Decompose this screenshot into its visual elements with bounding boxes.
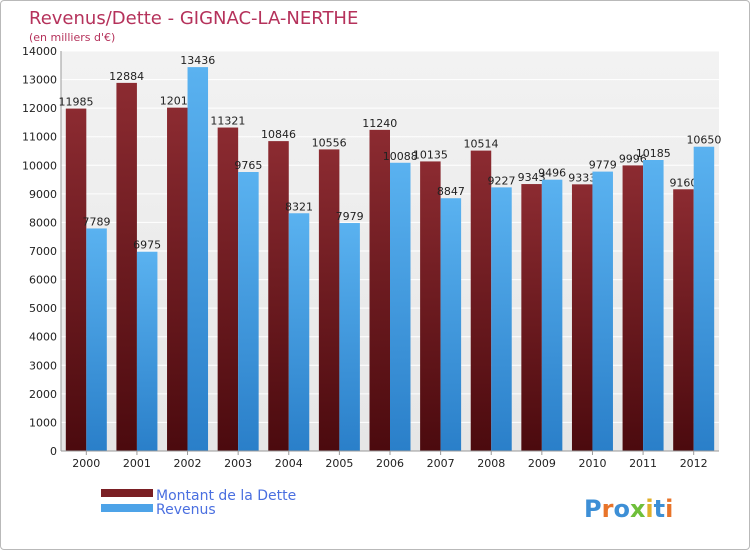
- bar-revenus-2009: [541, 179, 563, 451]
- data-label-revenus-2010: 9779: [589, 159, 617, 172]
- y-tick-label: 5000: [29, 302, 57, 315]
- y-tick-label: 13000: [22, 74, 57, 87]
- bar-debt-2009: [521, 184, 542, 452]
- x-tick-label: 2008: [477, 457, 505, 470]
- y-tick-label: 7000: [29, 245, 57, 258]
- data-label-debt-2011: 9996: [619, 152, 647, 165]
- x-tick-label: 2007: [427, 457, 455, 470]
- data-label-revenus-2001: 6975: [133, 239, 161, 252]
- data-label-debt-2007: 10135: [413, 148, 448, 161]
- bar-debt-2002: [167, 107, 188, 452]
- data-label-debt-2004: 10846: [261, 128, 296, 141]
- legend-swatch-debt: [101, 489, 153, 497]
- bar-revenus-2006: [390, 162, 411, 451]
- bar-revenus-2005: [339, 223, 360, 451]
- bar-revenus-2012: [693, 146, 715, 451]
- bar-debt-2000: [65, 108, 87, 452]
- bar-debt-2001: [116, 82, 137, 451]
- data-label-debt-2000: 11985: [59, 96, 94, 109]
- data-label-debt-2006: 11240: [362, 117, 397, 130]
- data-label-revenus-2003: 9765: [234, 159, 262, 172]
- bar-debt-2010: [571, 184, 593, 452]
- bar-debt-2012: [673, 189, 694, 452]
- chart-subtitle: (en milliers d'€): [29, 31, 115, 44]
- legend-swatch-revenus: [101, 504, 153, 512]
- data-label-debt-2009: 9343: [518, 171, 546, 184]
- bar-debt-2003: [217, 127, 239, 452]
- y-tick-label: 0: [50, 445, 57, 458]
- legend-label-debt: Montant de la Dette: [156, 488, 296, 504]
- data-label-debt-2010: 9333: [568, 171, 596, 184]
- bar-revenus-2008: [491, 187, 512, 451]
- bar-revenus-2010: [592, 171, 613, 451]
- data-label-debt-2001: 12884: [109, 70, 144, 83]
- y-tick-label: 12000: [22, 102, 57, 115]
- data-label-revenus-2004: 8321: [285, 200, 313, 213]
- x-tick-label: 2004: [275, 457, 303, 470]
- bar-revenus-2007: [440, 198, 462, 451]
- bar-debt-2004: [268, 141, 289, 451]
- x-tick-label: 2005: [325, 457, 353, 470]
- data-label-revenus-2006: 10088: [383, 150, 418, 163]
- data-label-revenus-2008: 9227: [487, 174, 515, 187]
- y-tick-label: 3000: [29, 359, 57, 372]
- x-tick-label: 2000: [72, 457, 100, 470]
- x-tick-label: 2012: [680, 457, 708, 470]
- data-label-revenus-2002: 13436: [180, 54, 215, 67]
- bar-revenus-2003: [238, 172, 259, 451]
- data-label-revenus-2011: 10185: [636, 147, 671, 160]
- x-tick-label: 2001: [123, 457, 151, 470]
- bar-debt-2007: [420, 161, 441, 451]
- data-label-revenus-2012: 10650: [686, 134, 721, 147]
- x-tick-label: 2010: [578, 457, 606, 470]
- x-tick-label: 2006: [376, 457, 404, 470]
- chart-title: Revenus/Dette - GIGNAC-LA-NERTHE: [29, 8, 358, 29]
- y-tick-label: 8000: [29, 216, 57, 229]
- data-label-debt-2008: 10514: [463, 138, 498, 151]
- x-axis: 2000 2001 2002 2003 2004 2005 2006 2007 2008 2009…: [61, 450, 719, 470]
- y-axis: 0 1000 2000 3000 4000 5000 6000 7000 8000 9000 100…: [22, 45, 62, 458]
- bars: 11985 7789 12884 6975 12017 13436 11321 9765 108…: [59, 54, 721, 452]
- y-tick-label: 6000: [29, 274, 57, 287]
- y-tick-label: 11000: [22, 131, 57, 144]
- y-tick-label: 1000: [29, 416, 57, 429]
- bar-revenus-2000: [86, 228, 107, 451]
- x-tick-label: 2009: [528, 457, 556, 470]
- data-label-debt-2003: 11321: [210, 115, 245, 128]
- y-tick-label: 10000: [22, 159, 57, 172]
- bar-revenus-2002: [187, 67, 209, 451]
- legend-label-revenus: Revenus: [156, 502, 216, 518]
- y-tick-label: 9000: [29, 188, 57, 201]
- y-tick-label: 14000: [22, 45, 57, 58]
- bar-debt-2005: [318, 149, 340, 451]
- bar-revenus-2001: [136, 251, 158, 451]
- data-label-revenus-2007: 8847: [437, 185, 465, 198]
- x-tick-label: 2003: [224, 457, 252, 470]
- data-label-debt-2002: 12017: [160, 95, 195, 108]
- bar-debt-2008: [470, 150, 492, 451]
- legend: Montant de la Dette Revenus: [101, 488, 296, 518]
- bar-debt-2006: [369, 129, 390, 451]
- x-tick-label: 2002: [174, 457, 202, 470]
- y-tick-label: 4000: [29, 331, 57, 344]
- bar-revenus-2004: [288, 213, 310, 451]
- data-label-revenus-2000: 7789: [83, 215, 111, 228]
- data-label-revenus-2005: 7979: [336, 210, 364, 223]
- data-label-debt-2012: 9160: [669, 176, 697, 189]
- bar-revenus-2011: [643, 160, 664, 451]
- data-label-revenus-2009: 9496: [538, 167, 566, 180]
- bar-debt-2011: [622, 165, 644, 451]
- proxiti-logo: Proxiti: [584, 495, 673, 523]
- y-tick-label: 2000: [29, 388, 57, 401]
- data-label-debt-2005: 10556: [312, 136, 347, 149]
- x-tick-label: 2011: [629, 457, 657, 470]
